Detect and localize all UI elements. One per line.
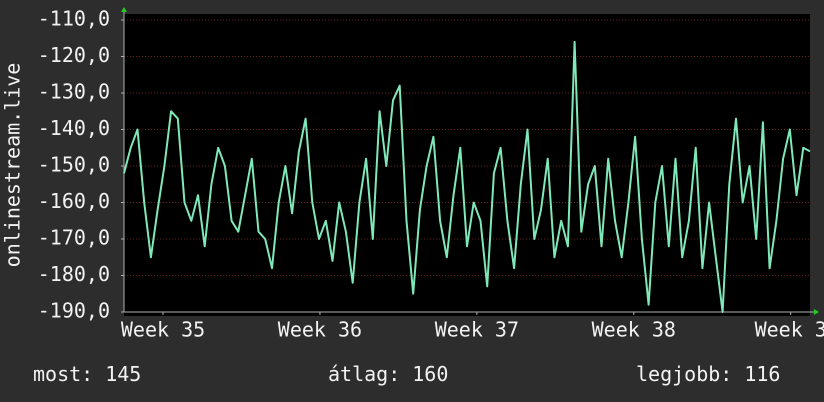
x-tick-label: Week 37 bbox=[435, 318, 519, 342]
y-tick-label: -110,0 bbox=[38, 7, 110, 31]
stat-value: 145 bbox=[105, 362, 141, 386]
stat-label: legjobb: bbox=[636, 362, 732, 386]
plot-area bbox=[124, 14, 810, 316]
axis-arrow bbox=[121, 7, 127, 12]
x-tick-label: Week 36 bbox=[278, 318, 362, 342]
stat: átlag: 160 bbox=[328, 362, 448, 386]
y-tick-label: -170,0 bbox=[38, 226, 110, 250]
stat-value: 160 bbox=[412, 362, 448, 386]
stat: legjobb: 116 bbox=[636, 362, 780, 386]
y-tick-label: -120,0 bbox=[38, 43, 110, 67]
y-axis-label: onlinestream.live bbox=[1, 63, 25, 268]
stat-label: átlag: bbox=[328, 362, 400, 386]
x-tick-label: Week 38 bbox=[592, 318, 676, 342]
y-tick-label: -190,0 bbox=[38, 299, 110, 323]
y-tick-label: -180,0 bbox=[38, 262, 110, 286]
data-line bbox=[123, 40, 811, 313]
stat-label: most: bbox=[33, 362, 93, 386]
stat: most: 145 bbox=[33, 362, 141, 386]
y-tick-label: -140,0 bbox=[38, 116, 110, 140]
y-tick-label: -130,0 bbox=[38, 80, 110, 104]
stat-value: 116 bbox=[744, 362, 780, 386]
axis-arrow bbox=[814, 309, 819, 315]
x-tick-label: Week 35 bbox=[121, 318, 205, 342]
x-tick-label: Week 3 bbox=[755, 318, 824, 342]
y-tick-label: -150,0 bbox=[38, 153, 110, 177]
y-tick-label: -160,0 bbox=[38, 189, 110, 213]
